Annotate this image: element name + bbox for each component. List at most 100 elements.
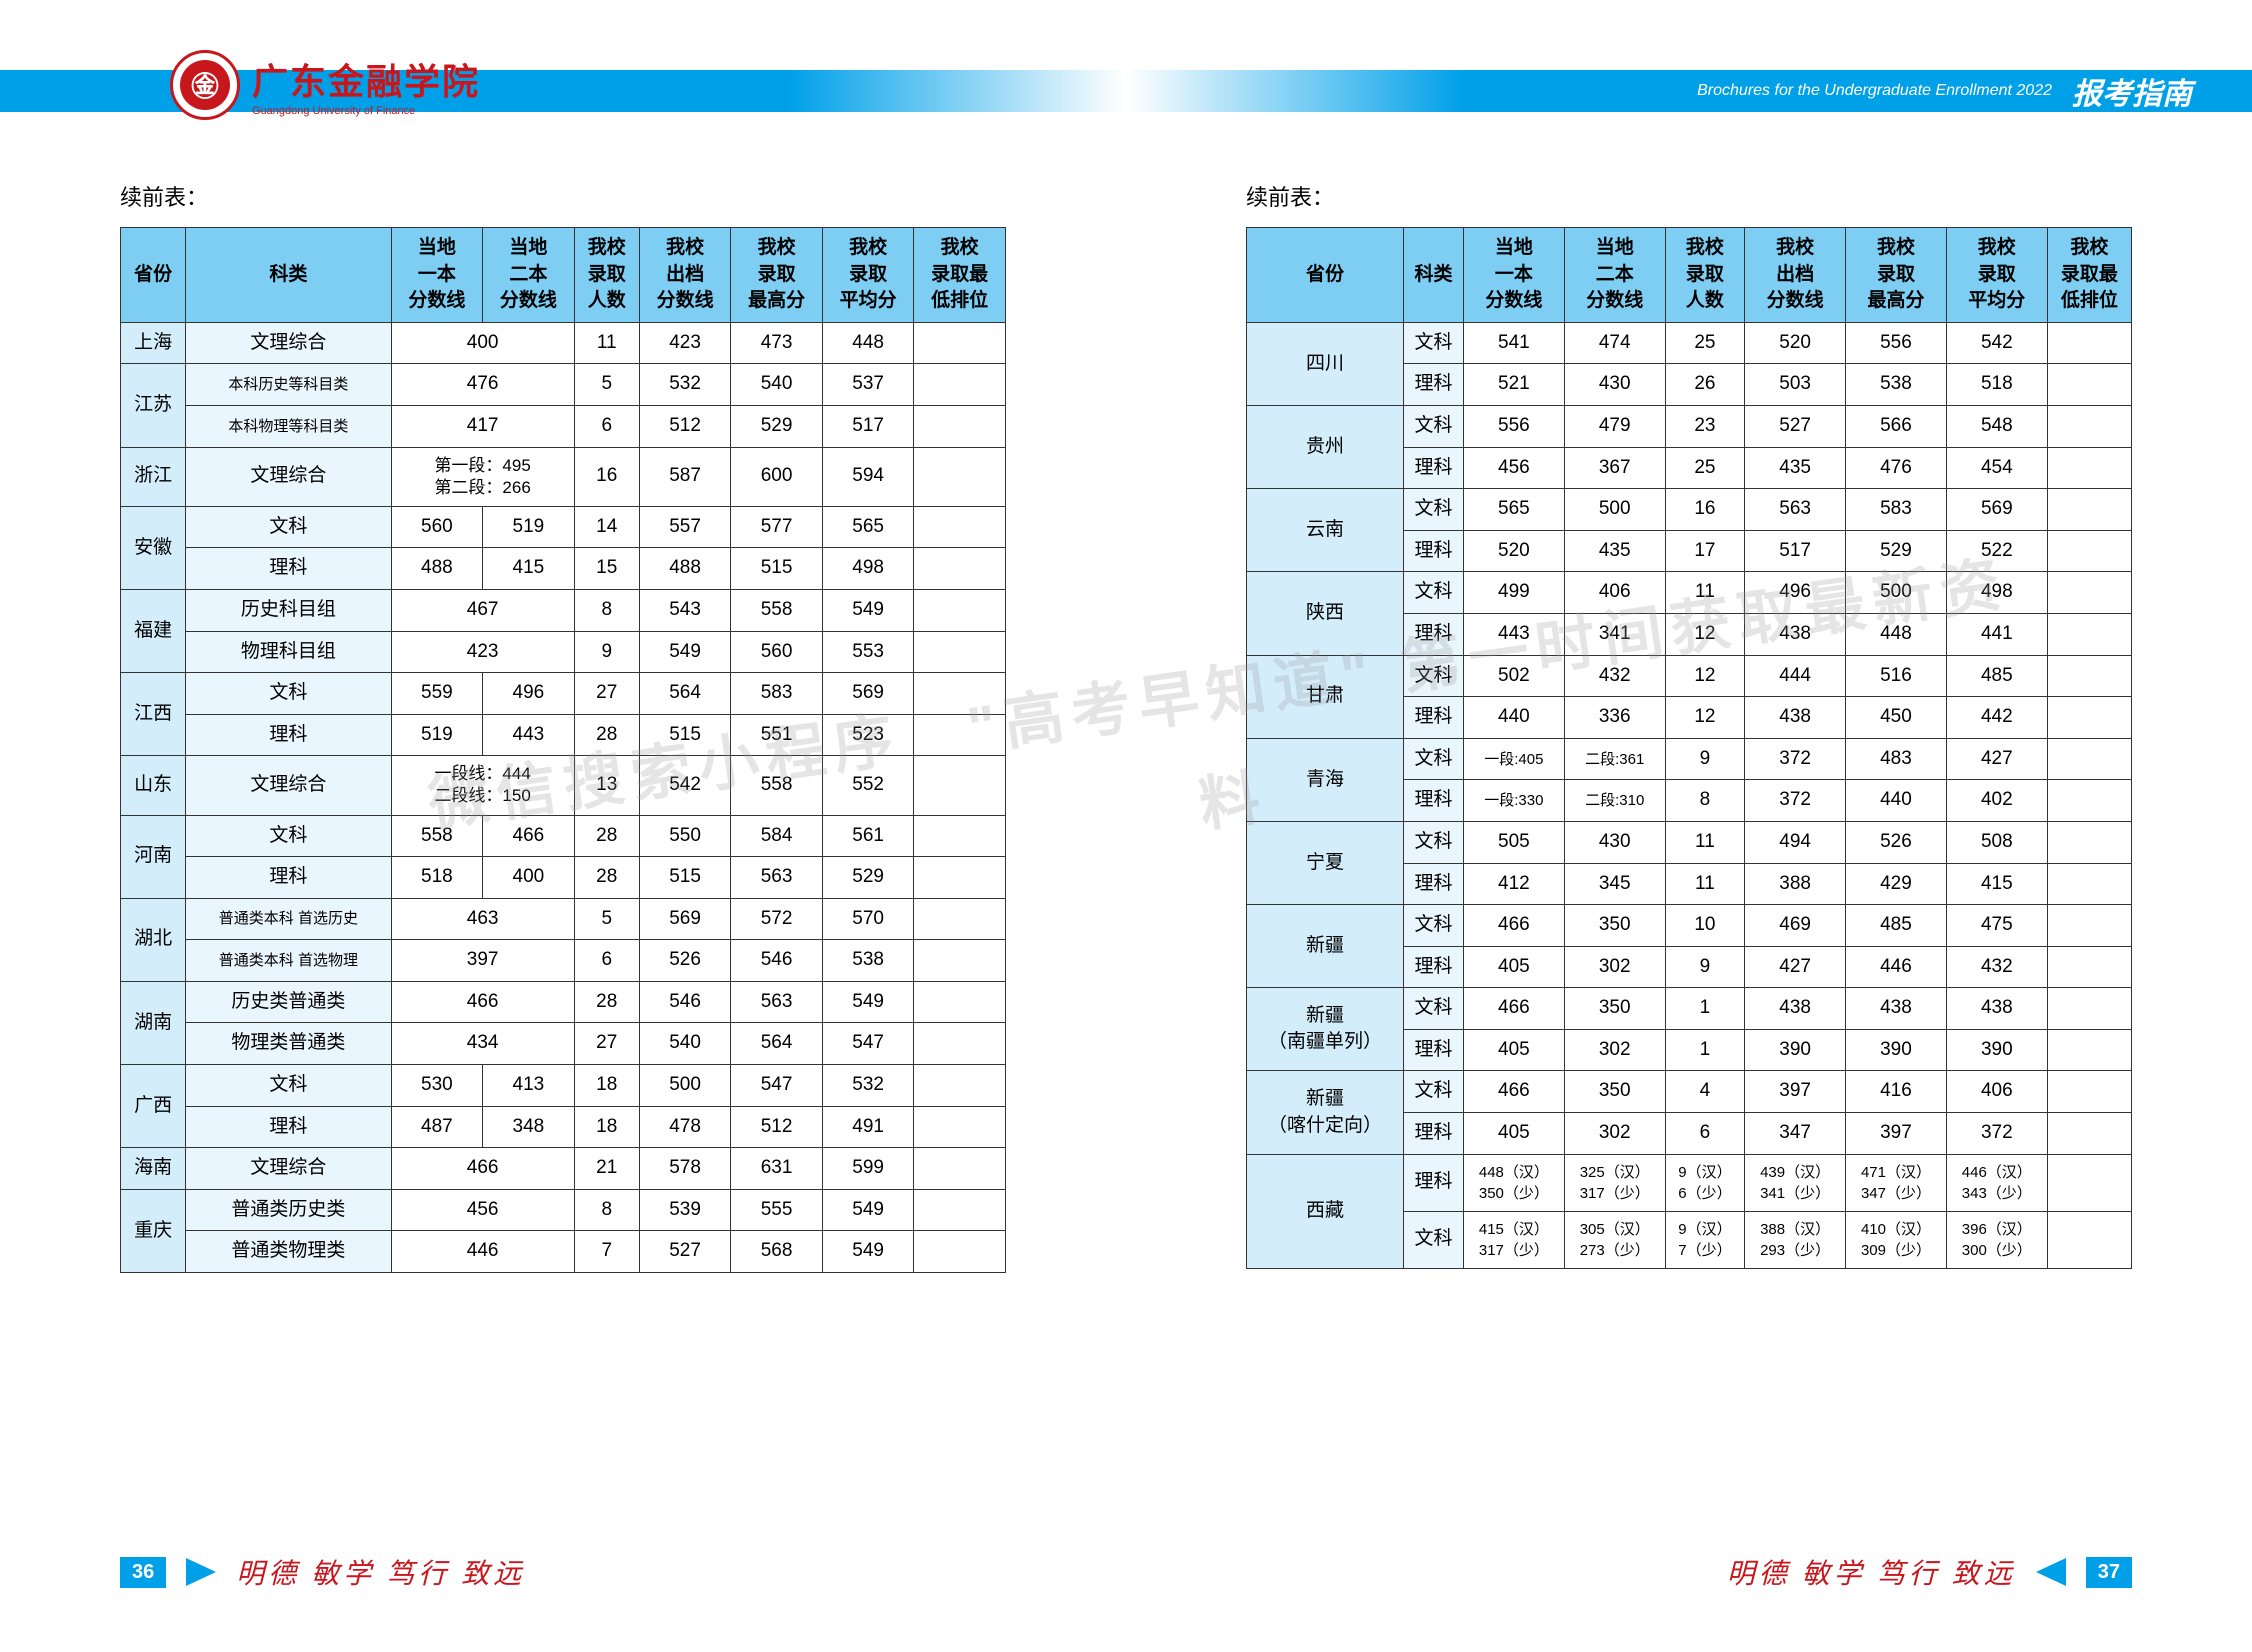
- value-cell: 549: [822, 589, 914, 631]
- value-cell: 4: [1665, 1071, 1745, 1113]
- value-cell: [2047, 780, 2131, 822]
- subject-cell: 本科历史等科目类: [186, 364, 391, 406]
- value-cell: [2047, 863, 2131, 905]
- value-cell: [2047, 1154, 2131, 1211]
- value-cell: [914, 1023, 1006, 1065]
- value-cell: [2047, 1029, 2131, 1071]
- value-cell: 439（汉）341（少）: [1745, 1154, 1846, 1211]
- subject-cell: 普通类物理类: [186, 1231, 391, 1273]
- table-row: 理科51944328515551523: [121, 714, 1006, 756]
- value-cell: [2047, 613, 2131, 655]
- value-cell: 6: [574, 405, 639, 447]
- score-cell: 467: [391, 589, 574, 631]
- score-cell: 466: [391, 1148, 574, 1190]
- table-row: 安徽文科56051914557577565: [121, 506, 1006, 548]
- value-cell: [914, 548, 1006, 590]
- value-cell: 438: [1745, 988, 1846, 1030]
- value-cell: 578: [639, 1148, 731, 1190]
- value-cell: 549: [639, 631, 731, 673]
- score-cell: 397: [391, 940, 574, 982]
- score-cell: 412: [1463, 863, 1564, 905]
- value-cell: 485: [1846, 905, 1947, 947]
- value-cell: 372: [1946, 1113, 2047, 1155]
- subject-cell: 文科: [1403, 821, 1463, 863]
- table-row: 普通类物理类4467527568549: [121, 1231, 1006, 1273]
- value-cell: 402: [1946, 780, 2047, 822]
- score-cell: 413: [483, 1065, 575, 1107]
- value-cell: 532: [822, 1065, 914, 1107]
- table-row: 物理科目组4239549560553: [121, 631, 1006, 673]
- value-cell: 438: [1946, 988, 2047, 1030]
- score-cell: 二段:361: [1564, 738, 1665, 780]
- value-cell: 558: [731, 756, 823, 815]
- value-cell: 555: [731, 1189, 823, 1231]
- score-cell: 第一段：495第二段：266: [391, 447, 574, 506]
- value-cell: [2047, 905, 2131, 947]
- value-cell: 553: [822, 631, 914, 673]
- value-cell: 441: [1946, 613, 2047, 655]
- score-cell: 559: [391, 673, 483, 715]
- value-cell: 390: [1846, 1029, 1947, 1071]
- value-cell: 454: [1946, 447, 2047, 489]
- score-cell: 448（汉）350（少）: [1463, 1154, 1564, 1211]
- value-cell: 440: [1846, 780, 1947, 822]
- score-cell: 499: [1463, 572, 1564, 614]
- value-cell: 5: [574, 898, 639, 940]
- score-cell: 400: [483, 857, 575, 899]
- table-header: 当地一本分数线: [391, 228, 483, 323]
- value-cell: 569: [639, 898, 731, 940]
- table-row: 甘肃文科50243212444516485: [1247, 655, 2132, 697]
- value-cell: [914, 673, 1006, 715]
- table-row: 云南文科56550016563583569: [1247, 489, 2132, 531]
- value-cell: [914, 506, 1006, 548]
- province-cell: 四川: [1247, 322, 1404, 405]
- value-cell: 594: [822, 447, 914, 506]
- motto-right: 明德 敏学 笃行 致远: [1727, 1552, 2016, 1592]
- score-cell: 405: [1463, 1113, 1564, 1155]
- value-cell: 563: [731, 857, 823, 899]
- score-cell: 302: [1564, 946, 1665, 988]
- value-cell: 432: [1946, 946, 2047, 988]
- province-cell: 山东: [121, 756, 186, 815]
- value-cell: 483: [1846, 738, 1947, 780]
- table-header: 我校录取人数: [1665, 228, 1745, 323]
- subject-cell: 理科: [1403, 697, 1463, 739]
- value-cell: 390: [1745, 1029, 1846, 1071]
- value-cell: 587: [639, 447, 731, 506]
- score-cell: 一段线：444二段线：150: [391, 756, 574, 815]
- score-cell: 435: [1564, 530, 1665, 572]
- value-cell: 538: [822, 940, 914, 982]
- subject-cell: 理科: [1403, 946, 1463, 988]
- value-cell: 9: [1665, 946, 1745, 988]
- value-cell: 446（汉）343（少）: [1946, 1154, 2047, 1211]
- value-cell: [2047, 572, 2131, 614]
- value-cell: [2047, 655, 2131, 697]
- subject-cell: 文科: [1403, 655, 1463, 697]
- province-cell: 新疆（喀什定向）: [1247, 1071, 1404, 1154]
- value-cell: 485: [1946, 655, 2047, 697]
- value-cell: [2047, 530, 2131, 572]
- table-row: 理科51840028515563529: [121, 857, 1006, 899]
- score-cell: 434: [391, 1023, 574, 1065]
- value-cell: [914, 364, 1006, 406]
- value-cell: 556: [1846, 322, 1947, 364]
- value-cell: 476: [1846, 447, 1947, 489]
- value-cell: 529: [731, 405, 823, 447]
- value-cell: [2047, 364, 2131, 406]
- value-cell: 446: [1846, 946, 1947, 988]
- province-cell: 新疆: [1247, 905, 1404, 988]
- value-cell: 9: [574, 631, 639, 673]
- table-row: 普通类本科 首选物理3976526546538: [121, 940, 1006, 982]
- subject-cell: 普通类历史类: [186, 1189, 391, 1231]
- footer: 36 明德 敏学 笃行 致远 明德 敏学 笃行 致远 37: [0, 1552, 2252, 1592]
- table-header: 我校录取平均分: [822, 228, 914, 323]
- province-cell: 陕西: [1247, 572, 1404, 655]
- score-cell: 466: [1463, 1071, 1564, 1113]
- value-cell: 25: [1665, 447, 1745, 489]
- score-cell: 541: [1463, 322, 1564, 364]
- value-cell: 558: [731, 589, 823, 631]
- value-cell: [2047, 738, 2131, 780]
- value-cell: 494: [1745, 821, 1846, 863]
- value-cell: 17: [1665, 530, 1745, 572]
- value-cell: 549: [822, 1231, 914, 1273]
